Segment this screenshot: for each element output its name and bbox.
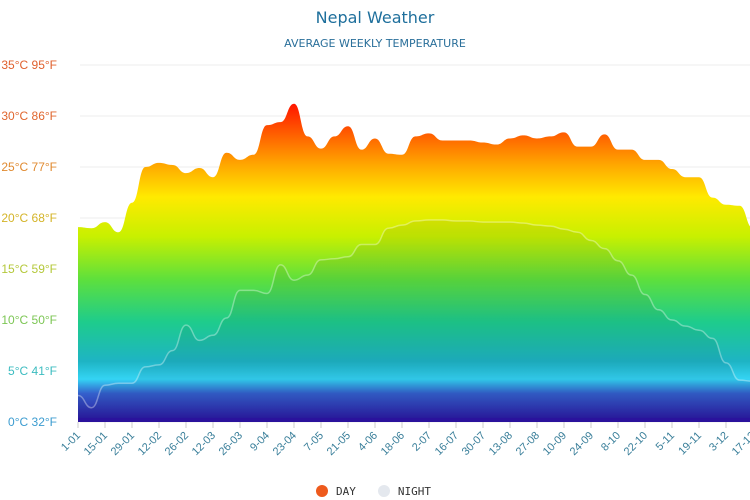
day-area xyxy=(78,103,750,422)
x-tick-label: 21-05 xyxy=(325,430,353,458)
x-tick-label: 9-04 xyxy=(248,430,272,454)
legend: DAY NIGHT xyxy=(316,485,431,498)
x-tick-label: 5-11 xyxy=(654,430,677,453)
night-dot-icon xyxy=(377,485,390,497)
x-tick-label: 10-09 xyxy=(541,430,569,458)
y-tick-label: 30°C 86°F xyxy=(1,109,57,123)
y-tick-label: 5°C 41°F xyxy=(8,364,57,378)
x-tick-label: 26-03 xyxy=(217,430,245,458)
x-tick-label: 1-01 xyxy=(59,430,83,454)
night-area xyxy=(78,220,750,422)
y-tick-label: 15°C 59°F xyxy=(1,262,57,276)
y-tick-label: 35°C 95°F xyxy=(1,58,57,72)
y-tick-label: 20°C 68°F xyxy=(1,211,57,225)
y-tick-label: 10°C 50°F xyxy=(1,313,57,327)
y-tick-label: 25°C 77°F xyxy=(1,160,57,174)
x-tick-label: 24-09 xyxy=(568,430,596,458)
legend-label-night: NIGHT xyxy=(397,485,431,498)
y-tick-label: 0°C 32°F xyxy=(8,415,57,429)
x-tick-label: 4-06 xyxy=(356,430,380,454)
x-tick-label: 22-10 xyxy=(622,430,650,458)
x-tick-label: 19-11 xyxy=(676,430,704,458)
legend-item-night[interactable]: NIGHT xyxy=(377,485,431,498)
x-axis-line xyxy=(78,418,750,422)
x-tick-label: 2-07 xyxy=(410,430,434,454)
x-tick-label: 16-07 xyxy=(433,430,461,458)
x-tick-label: 7-05 xyxy=(302,430,326,454)
x-tick-label: 8-10 xyxy=(599,430,623,454)
x-tick-label: 30-07 xyxy=(460,430,488,458)
x-tick-label: 13-08 xyxy=(487,430,515,458)
legend-item-day[interactable]: DAY xyxy=(316,485,356,498)
x-tick-label: 17-12 xyxy=(730,430,750,458)
night-line xyxy=(77,219,750,409)
legend-label-day: DAY xyxy=(336,485,356,498)
x-tick-label: 12-03 xyxy=(190,430,218,458)
x-tick-label: 18-06 xyxy=(379,430,407,458)
x-tick-label: 3-12 xyxy=(707,430,731,454)
x-tick-label: 29-01 xyxy=(109,430,137,458)
chart-title: Nepal Weather xyxy=(315,8,435,27)
x-tick-label: 26-02 xyxy=(163,430,191,458)
day-dot-icon xyxy=(316,485,328,497)
x-tick-label: 27-08 xyxy=(514,430,542,458)
chart-subtitle: AVERAGE WEEKLY TEMPERATURE xyxy=(284,37,466,50)
x-tick-label: 15-01 xyxy=(82,430,110,458)
x-tick-label: 12-02 xyxy=(136,430,164,458)
x-tick-label: 23-04 xyxy=(271,430,299,458)
